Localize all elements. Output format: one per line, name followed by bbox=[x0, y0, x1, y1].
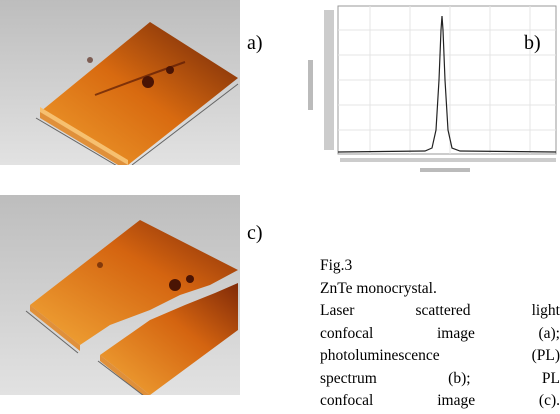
panel-label: b) bbox=[524, 32, 541, 54]
caption-line: confocal image (a); bbox=[320, 324, 560, 342]
caption: Fig.3 ZnTe monocrystal. Laser scattered … bbox=[320, 255, 560, 413]
figure-subject: ZnTe monocrystal. bbox=[320, 279, 437, 297]
caption-line: photoluminescence (PL) bbox=[320, 347, 560, 364]
caption-line: Laser scattered light bbox=[320, 302, 560, 319]
caption-line: confocal image (c). bbox=[320, 392, 560, 409]
figure-number: Fig.3 bbox=[320, 257, 353, 274]
pl-spectrum bbox=[308, 5, 557, 172]
confocal-image-c bbox=[0, 195, 240, 395]
caption-line: spectrum (b); PL bbox=[320, 369, 560, 387]
panel-label: c) bbox=[247, 222, 263, 244]
panel-label: a) bbox=[247, 32, 263, 54]
confocal-image-a bbox=[0, 0, 240, 165]
